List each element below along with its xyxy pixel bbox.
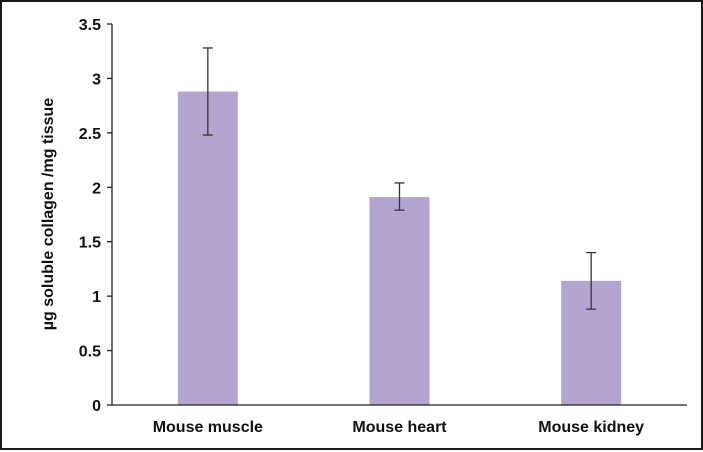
y-axis-title: µg soluble collagen /mg tissue [40, 98, 57, 330]
bar-mouse-heart [369, 197, 430, 405]
x-tick-label-mouse-heart: Mouse heart [352, 419, 447, 436]
y-tick-label: 1.5 [79, 235, 101, 252]
x-tick-label-mouse-muscle: Mouse muscle [153, 419, 263, 436]
error-bars-layer [202, 47, 597, 310]
y-tick-label: 0.5 [79, 344, 101, 361]
y-tick-label: 1 [92, 289, 101, 306]
bars-layer [177, 91, 622, 406]
x-tick-label-mouse-kidney: Mouse kidney [538, 419, 644, 436]
category-labels-layer: Mouse muscle Mouse heart Mouse kidney [153, 419, 644, 436]
y-tick-label: 2.5 [79, 126, 101, 143]
y-tick-label: 3.5 [79, 17, 101, 34]
y-tick-label: 0 [92, 398, 101, 415]
y-ticks-layer: 0 0.5 1 1.5 2 2.5 3 3.5 [79, 17, 112, 415]
bar-mouse-muscle [177, 91, 238, 406]
y-tick-label: 3 [92, 71, 101, 88]
axes-layer [111, 24, 687, 406]
y-tick-label: 2 [92, 180, 101, 197]
